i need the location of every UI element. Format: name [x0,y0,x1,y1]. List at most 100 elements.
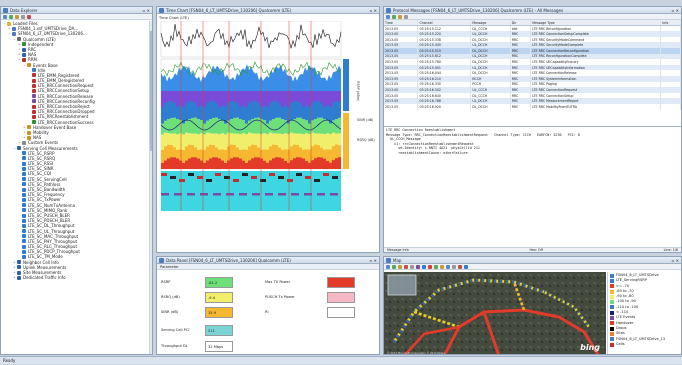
expander-icon[interactable]: − [13,146,16,151]
map-tool-icon[interactable] [386,265,390,269]
filter-icon[interactable] [386,15,390,19]
stack-bar [236,157,239,169]
window-controls-icon[interactable]: ▫ ✕ [370,257,377,264]
stack-bar [266,134,269,149]
stack-bar [281,107,284,119]
stack-bar [314,145,317,159]
export-icon[interactable] [398,15,402,19]
tree-node-icon [22,219,26,223]
stack-bar [164,146,167,160]
expand-icon[interactable] [9,15,13,19]
tree-node-icon [32,120,36,124]
stack-bar [317,157,320,169]
map-tool-icon[interactable] [446,265,450,269]
map-tool-icon[interactable] [440,265,444,269]
scroll-thumb[interactable] [150,31,152,151]
legend-item[interactable]: Cells [610,342,679,347]
messages-status-right: Line: 1/8 [664,248,678,252]
stack-bar [242,133,245,149]
settings-icon[interactable] [404,15,408,19]
stack-bar [302,150,305,159]
stack-bar [248,121,251,133]
map-tool-icon[interactable] [434,265,438,269]
stack-bar [323,134,326,150]
expander-icon[interactable]: − [13,37,16,42]
stack-bar [182,134,185,149]
tree-node-icon [17,37,21,41]
time-chart-title-bar[interactable]: Time Chart [FSN04_6_LT_UMTSDrive_130206]… [157,7,379,14]
stack-bar [314,101,317,119]
search-icon[interactable] [392,15,396,19]
stack-bar [299,157,302,169]
tree-node-icon [22,229,26,233]
map-tool-icon[interactable] [398,265,402,269]
stack-bar [287,149,290,162]
expander-icon[interactable]: + [18,140,21,145]
window-controls-icon[interactable]: ▫ ✕ [672,7,679,14]
map-tool-icon[interactable] [428,265,432,269]
map-tool-icon[interactable] [410,265,414,269]
map-tool-icon[interactable] [422,265,426,269]
stack-bar [305,106,308,121]
stack-bar [200,106,203,120]
explorer-title-bar[interactable]: Data Explorer▫ ✕ [1,7,152,14]
stack-bar [239,150,242,159]
stack-bar [320,118,323,134]
expander-icon[interactable]: − [3,21,6,26]
map-title-bar[interactable]: Map▫ ✕ [384,257,681,264]
stack-bar [218,134,221,149]
expander-icon[interactable]: + [18,57,21,62]
stack-bar [182,124,185,135]
tree-node-icon [22,182,26,186]
stack-bar [332,133,335,147]
stack-bar [227,160,230,169]
stack-bar [317,145,320,157]
stack-bar [311,133,314,147]
time-chart-plot[interactable]: RSRP (dBm)SINR (dB)RSRQ (dB) [157,21,379,253]
add-file-icon[interactable] [3,15,7,19]
remove-icon[interactable] [27,15,31,19]
stack-bar [263,120,266,133]
stack-bar [221,149,224,160]
tree-node-icon [32,94,36,98]
map-tool-icon[interactable] [464,265,468,269]
stack-bar [161,134,164,149]
stack-bar [230,133,233,144]
filter-icon[interactable] [15,15,19,19]
explorer-scrollbar[interactable] [149,21,152,354]
data-panel-title-bar[interactable]: Data Panel [FSN04_6_LT_UMTSDrive_130206]… [157,257,379,264]
stack-bar [233,118,236,134]
tree-node-icon [22,172,26,176]
stack-bar [215,118,218,134]
stack-bar [200,149,203,160]
stack-bar [170,157,173,169]
refresh-icon[interactable] [21,15,25,19]
messages-title-bar[interactable]: Protocol Messages [FSN04_6_LT_UMTSDrive_… [384,7,681,14]
window-controls-icon[interactable]: ▫ ✕ [370,7,377,14]
map-canvas[interactable]: bing © 2013 Microsoft Corporation © 2013… [384,272,606,355]
stack-bar [197,158,200,169]
event-marker [278,176,284,179]
map-tool-icon[interactable] [452,265,456,269]
window-controls-icon[interactable]: ▫ ✕ [672,257,679,264]
expander-icon[interactable]: + [23,135,26,140]
tree-item[interactable]: +Dedicated Traffic Info [3,275,150,280]
expander-icon[interactable]: + [13,275,16,280]
expander-icon[interactable]: − [8,31,11,36]
window-controls-icon[interactable]: ▫ ✕ [143,7,150,14]
map-tool-icon[interactable] [392,265,396,269]
expander-icon[interactable]: − [23,63,26,68]
map-drive-route[interactable] [384,272,606,355]
event-marker [252,193,260,196]
stack-bar [224,134,227,149]
tree-node-icon [17,265,21,269]
status-text: Ready [3,358,15,363]
data-explorer-panel: Data Explorer▫ ✕ −Loaded Files+FSN04_1.x… [0,6,153,355]
map-tool-icon[interactable] [416,265,420,269]
map-tool-icon[interactable] [458,265,462,269]
map-tool-icon[interactable] [404,265,408,269]
stack-bar [203,134,206,149]
